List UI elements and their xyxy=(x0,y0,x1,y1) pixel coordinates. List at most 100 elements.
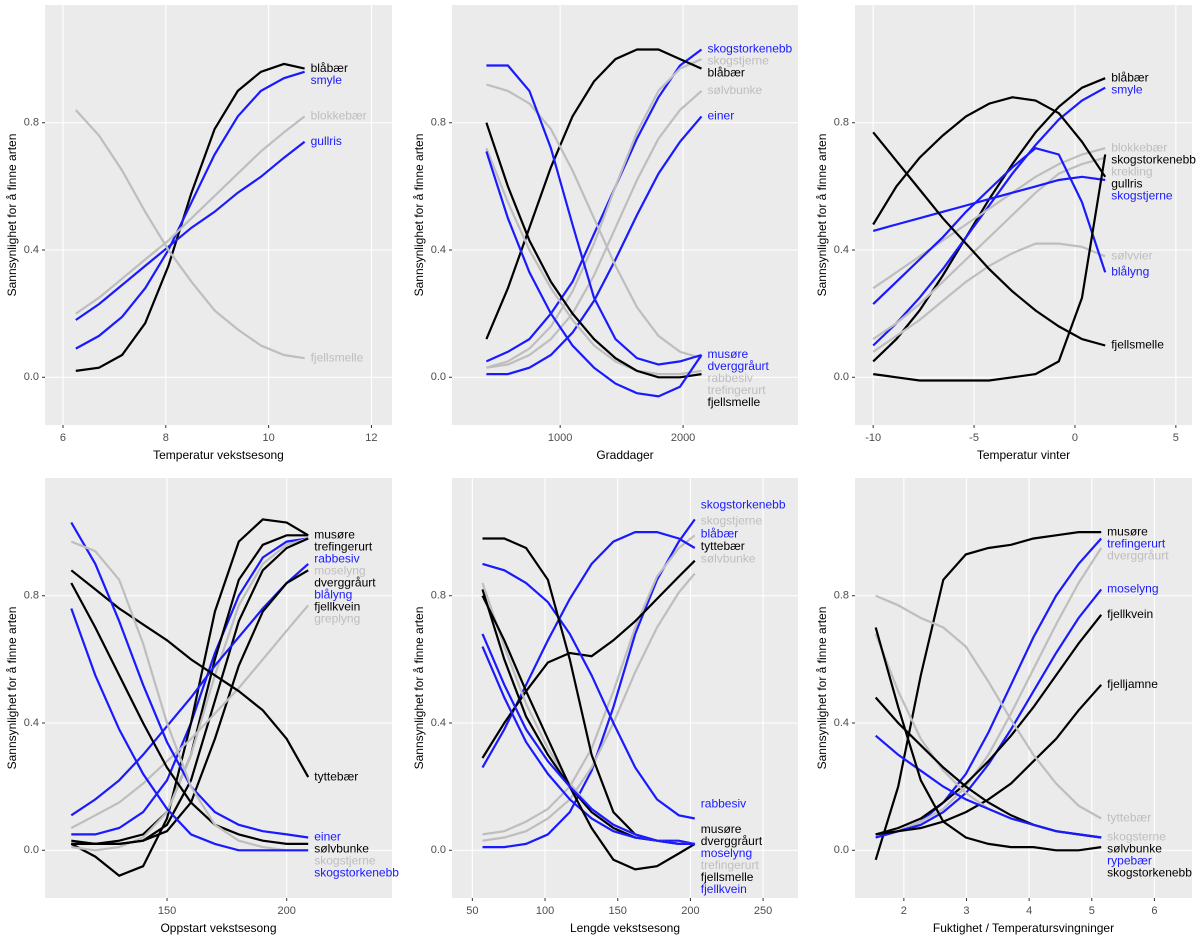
x-axis-label: Graddager xyxy=(596,448,653,462)
y-tick-label: 0.0 xyxy=(834,844,849,856)
y-tick-label: 0.8 xyxy=(24,117,39,129)
series-line xyxy=(872,146,1107,305)
series-label: skogstorkenebb xyxy=(708,42,793,56)
series-line xyxy=(482,562,696,820)
y-tick-label: 0.0 xyxy=(24,371,39,383)
x-tick-label: 200 xyxy=(681,905,699,917)
panel: 0.0 0.4 0.8 2 3 4 5 6 Fuktighet / Temperatursvin… xyxy=(815,478,1192,935)
y-tick-label: 0.0 xyxy=(834,371,849,383)
series-label: gullris xyxy=(1111,176,1142,190)
series-label: einer xyxy=(314,830,341,844)
series-label: fjellkvein xyxy=(701,882,747,896)
series-label: fjellsmelle xyxy=(708,395,761,409)
series-line xyxy=(486,64,702,366)
x-tick-label: 2 xyxy=(901,905,907,917)
series-label: dverggråurt xyxy=(701,834,763,848)
x-tick-label: 10 xyxy=(262,432,274,444)
series-label: moselyng xyxy=(1107,582,1158,596)
series-line xyxy=(70,582,309,845)
series-label: rabbesiv xyxy=(314,551,359,565)
y-tick-label: 0.4 xyxy=(431,717,446,729)
series-label: blåbær xyxy=(708,66,745,80)
series-line xyxy=(481,559,696,759)
series-label: trefingerurt xyxy=(1107,536,1166,550)
plot-background xyxy=(855,5,1192,425)
x-tick-label: 4 xyxy=(1026,905,1032,917)
x-tick-label: 0 xyxy=(1072,432,1078,444)
series-line xyxy=(875,614,1103,836)
series-line xyxy=(486,90,703,369)
series-line xyxy=(874,734,1102,839)
series-line xyxy=(873,154,1107,382)
series-line xyxy=(481,595,696,871)
series-line xyxy=(70,518,309,877)
y-axis-label: Sannsynlighet for å finne arten xyxy=(412,607,426,770)
series-label: fjellkvein xyxy=(1107,607,1153,621)
x-tick-label: -10 xyxy=(865,432,881,444)
series-line xyxy=(874,531,1102,861)
series-label: skogstorkenebb xyxy=(314,866,399,880)
panel: 0.0 0.4 0.8 6 8 10 12 Temperatur vekstsesong San… xyxy=(5,5,392,462)
series-line xyxy=(481,633,695,845)
x-tick-label: 5 xyxy=(1173,432,1179,444)
series-line xyxy=(872,96,1107,226)
series-line xyxy=(486,83,702,360)
y-tick-label: 0.8 xyxy=(431,590,446,602)
series-label: blokkebær xyxy=(1111,140,1167,154)
series-line xyxy=(486,58,702,369)
y-tick-label: 0.0 xyxy=(431,844,446,856)
series-label: musøre xyxy=(701,822,742,836)
series-line xyxy=(71,537,309,852)
y-tick-label: 0.8 xyxy=(431,117,446,129)
series-label: dverggråurt xyxy=(708,359,770,373)
x-tick-label: 150 xyxy=(158,905,176,917)
x-tick-label: 6 xyxy=(1151,905,1157,917)
series-label: musøre xyxy=(1107,524,1148,538)
series-label: skogstjerne xyxy=(701,514,763,528)
y-tick-label: 0.8 xyxy=(834,590,849,602)
series-label: fjelljamne xyxy=(1107,677,1158,691)
x-tick-label: 100 xyxy=(536,905,554,917)
series-line xyxy=(485,151,703,398)
series-label: sølvbunke xyxy=(314,842,369,856)
panel: 0.0 0.4 0.8 -10 -5 0 5 Temperatur vinter Sannsyn… xyxy=(815,5,1196,462)
series-label: tyttebær xyxy=(1107,811,1151,825)
y-tick-label: 0.8 xyxy=(24,590,39,602)
x-tick-label: 5 xyxy=(1089,905,1095,917)
series-label: dverggråurt xyxy=(314,575,376,589)
series-label: einer xyxy=(708,109,735,123)
series-label: sølvbunke xyxy=(701,552,756,566)
series-label: dverggråurt xyxy=(1107,548,1169,562)
series-label: sølvvier xyxy=(1111,249,1152,263)
y-axis-label: Sannsynlighet for å finne arten xyxy=(815,134,829,297)
series-line xyxy=(485,122,702,379)
series-label: fjellsmelle xyxy=(701,870,754,884)
series-line xyxy=(872,175,1106,232)
series-line xyxy=(485,48,702,340)
series-label: trefingerurt xyxy=(701,858,760,872)
series-line xyxy=(872,242,1106,353)
series-line xyxy=(70,608,309,852)
series-line xyxy=(486,115,703,376)
series-line xyxy=(875,588,1103,839)
series-label: blåbær xyxy=(311,61,348,75)
series-label: blåbær xyxy=(701,526,738,540)
panel: 0.0 0.4 0.8 1000 2000 Graddager Sannsynlighet … xyxy=(412,5,798,462)
x-tick-label: 6 xyxy=(60,432,66,444)
y-tick-label: 0.8 xyxy=(834,117,849,129)
series-line xyxy=(482,534,696,836)
y-axis-label: Sannsynlighet for å finne arten xyxy=(412,134,426,297)
x-tick-label: 2000 xyxy=(671,432,695,444)
series-line xyxy=(75,140,306,321)
series-label: skogstjerne xyxy=(708,54,770,68)
series-label: trefingerurt xyxy=(314,539,373,553)
series-line xyxy=(872,131,1106,347)
series-line xyxy=(872,86,1106,347)
y-axis-label: Sannsynlighet for å finne arten xyxy=(5,607,19,770)
x-tick-label: 150 xyxy=(609,905,627,917)
x-axis-label: Fuktighet / Temperatursvingninger xyxy=(933,921,1114,935)
series-line xyxy=(482,572,696,842)
